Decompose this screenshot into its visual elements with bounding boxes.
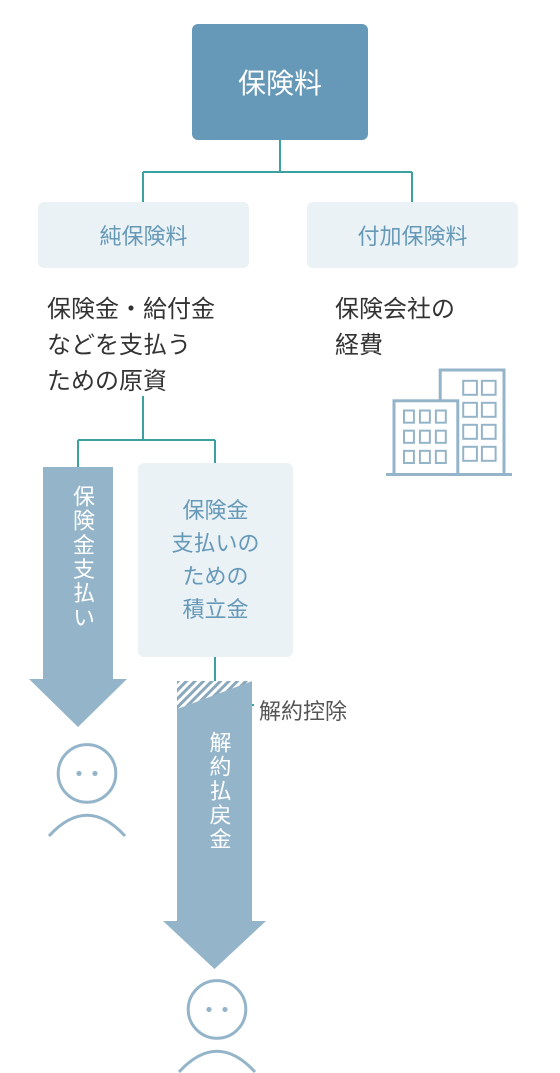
root-label: 保険料 bbox=[238, 62, 322, 102]
root-node: 保険料 bbox=[192, 24, 368, 140]
branch-left-label: 純保険料 bbox=[99, 219, 187, 251]
branch-left-node: 純保険料 bbox=[38, 202, 249, 268]
refund-arrow-label: 解約払戻金 bbox=[203, 731, 235, 852]
building-icon bbox=[386, 370, 512, 475]
person-icon bbox=[49, 745, 125, 836]
payout-arrow-label: 保険金支払い bbox=[66, 485, 98, 630]
branch-right-node: 付加保険料 bbox=[307, 202, 518, 268]
person-icon bbox=[179, 981, 255, 1072]
desc-right-text: 保険会社の経費 bbox=[335, 292, 535, 364]
reserve-box: 保険金支払いのための積立金 bbox=[138, 463, 293, 657]
reserve-box-label: 保険金支払いのための積立金 bbox=[171, 494, 259, 626]
desc-left-text: 保険金・給付金などを支払うための原資 bbox=[47, 292, 267, 400]
deduction-label: 解約控除 bbox=[259, 694, 347, 726]
branch-right-label: 付加保険料 bbox=[357, 219, 467, 251]
